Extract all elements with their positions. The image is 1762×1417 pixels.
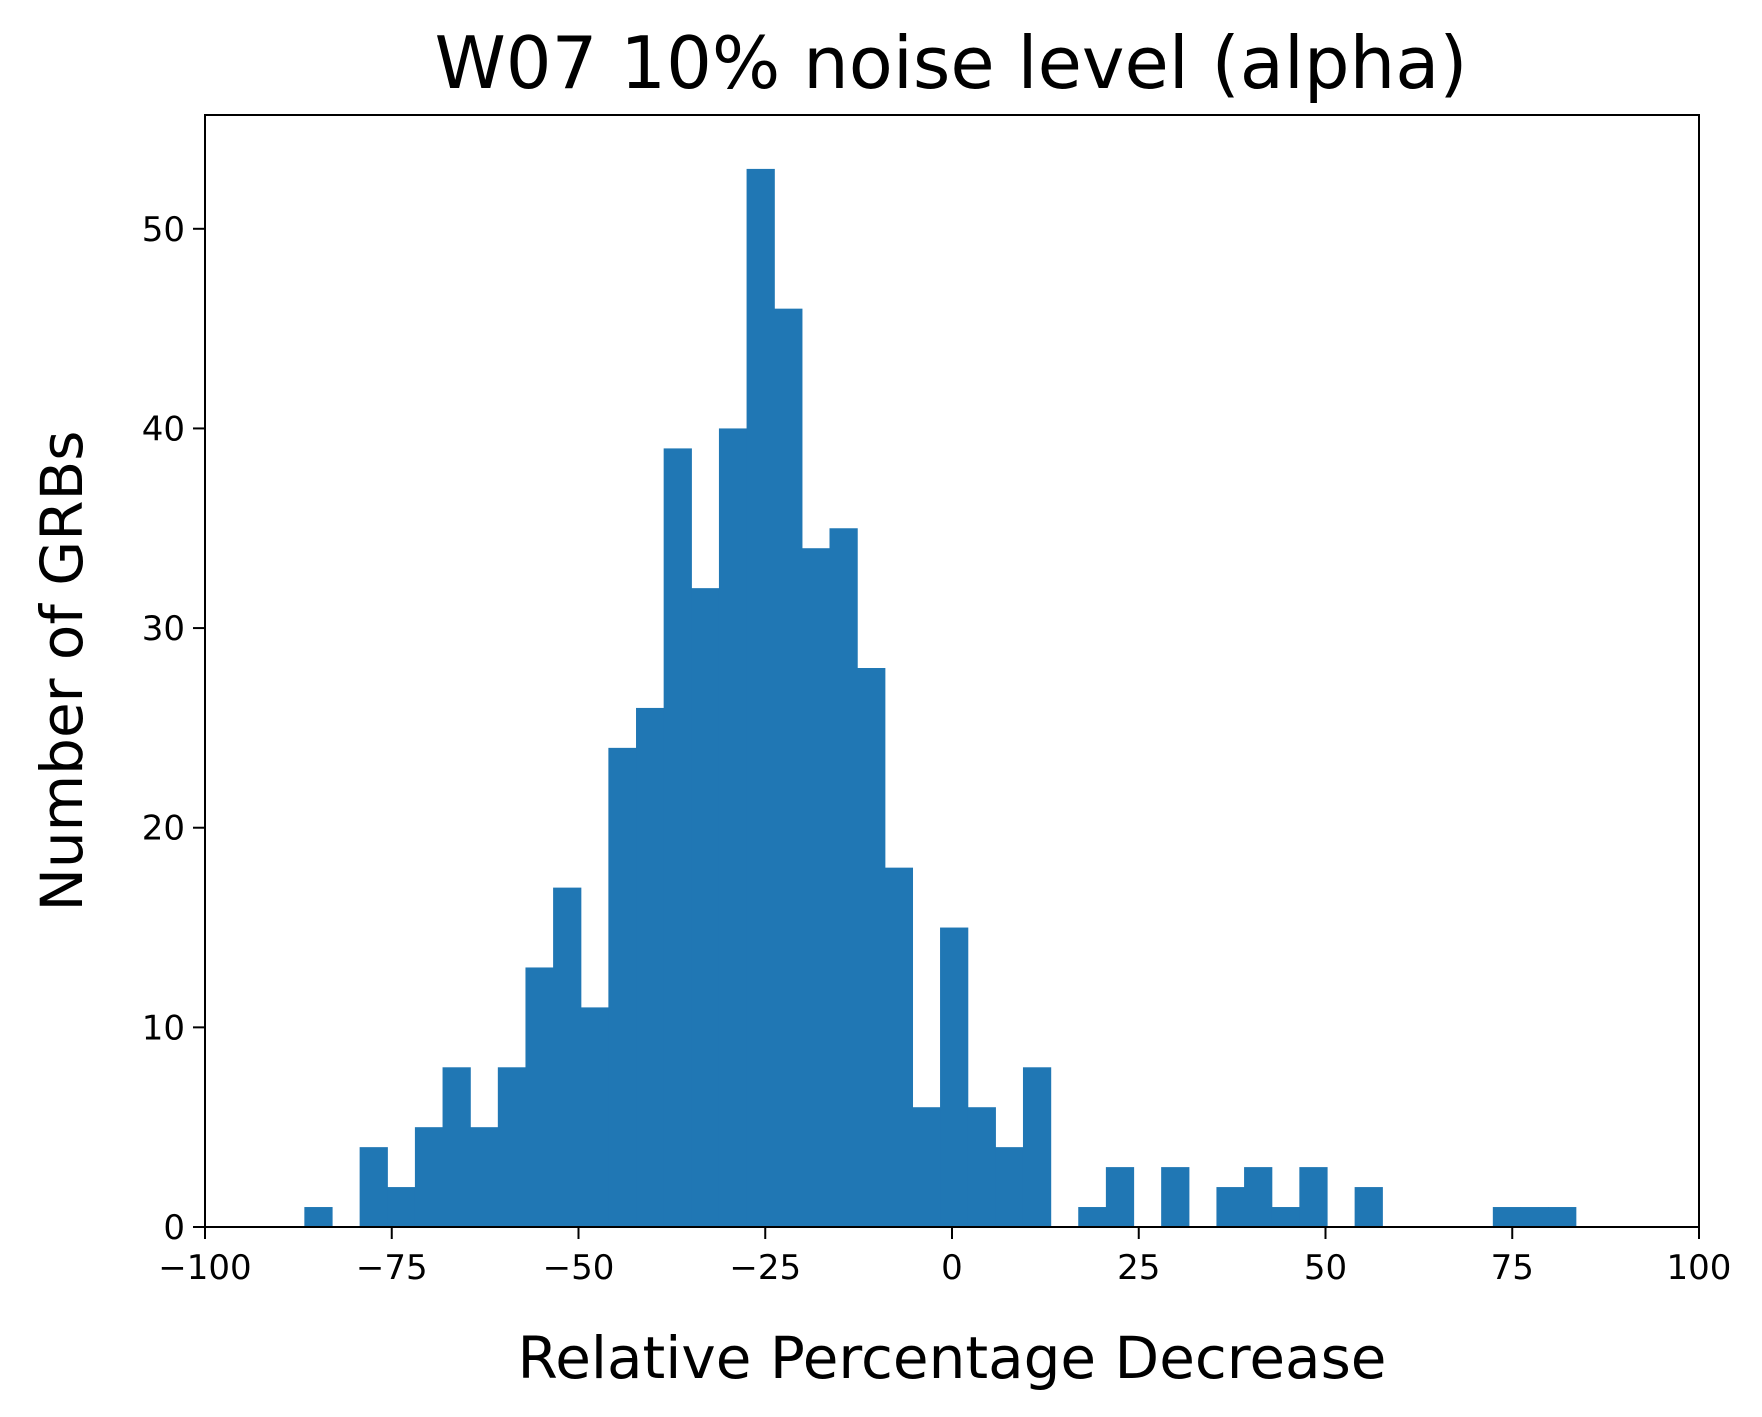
histogram-bar — [801, 548, 831, 1227]
histogram-bar — [1244, 1167, 1273, 1227]
x-tick-label: 25 — [1117, 1248, 1160, 1288]
histogram-bar — [1299, 1167, 1328, 1227]
x-tick-label: −50 — [543, 1248, 615, 1288]
histogram-bar — [912, 1107, 941, 1227]
histogram-bar — [663, 448, 692, 1227]
histogram-bar — [1548, 1207, 1577, 1227]
histogram-bar — [1105, 1167, 1135, 1227]
histogram-bar — [829, 528, 858, 1227]
histogram-bar — [414, 1127, 444, 1227]
x-tick-label: 50 — [1304, 1248, 1347, 1288]
histogram-bar — [359, 1147, 388, 1227]
histogram-bar — [746, 168, 775, 1227]
histogram-bar — [1022, 1067, 1052, 1227]
y-tick-label: 20 — [142, 809, 185, 849]
chart-title: W07 10% noise level (alpha) — [435, 21, 1468, 105]
histogram-bar — [967, 1107, 996, 1227]
histogram-bar — [608, 747, 637, 1227]
histogram-bar — [691, 588, 720, 1227]
histogram-bar — [497, 1067, 527, 1227]
x-tick-label: −75 — [356, 1248, 428, 1288]
y-tick-label: 10 — [142, 1008, 185, 1048]
plot-frame — [204, 114, 1700, 1228]
y-tick-label: 0 — [163, 1208, 185, 1248]
y-axis-ticks: 0 10 20 30 40 50 — [142, 210, 205, 1248]
bars-group — [304, 168, 1577, 1227]
histogram-bar — [884, 867, 914, 1227]
y-tick-label: 50 — [142, 210, 185, 250]
histogram-bar — [995, 1147, 1024, 1227]
histogram-bar — [857, 668, 886, 1227]
x-tick-label: 100 — [1667, 1248, 1732, 1288]
histogram-bar — [1078, 1207, 1107, 1227]
histogram-bar — [387, 1187, 416, 1227]
histogram-bar — [774, 308, 803, 1227]
y-axis-label: Number of GRBs — [28, 430, 96, 911]
histogram-bar — [1354, 1187, 1383, 1227]
x-tick-label: −100 — [158, 1248, 251, 1288]
x-axis-ticks: −100 −75 −50 −25 0 25 50 75 100 — [158, 1227, 1731, 1288]
histogram-bar — [525, 967, 554, 1227]
x-tick-label: 75 — [1491, 1248, 1534, 1288]
histogram-bar — [1520, 1207, 1549, 1227]
histogram-bar — [636, 707, 665, 1227]
histogram-bar — [442, 1067, 471, 1227]
x-tick-label: 0 — [941, 1248, 963, 1288]
histogram-bar — [1216, 1187, 1245, 1227]
y-tick-label: 30 — [142, 609, 185, 649]
histogram-bar — [1271, 1207, 1300, 1227]
histogram-bar — [1161, 1167, 1190, 1227]
histogram-bar — [718, 428, 748, 1227]
histogram-bar — [553, 887, 582, 1227]
histogram-bar — [304, 1207, 333, 1227]
histogram-bar — [470, 1127, 499, 1227]
y-tick-label: 40 — [142, 409, 185, 449]
histogram-bar — [1492, 1207, 1522, 1227]
histogram-bar — [940, 927, 969, 1227]
x-tick-label: −25 — [729, 1248, 801, 1288]
x-axis-label: Relative Percentage Decrease — [518, 1324, 1387, 1392]
histogram-bar — [580, 1007, 609, 1227]
